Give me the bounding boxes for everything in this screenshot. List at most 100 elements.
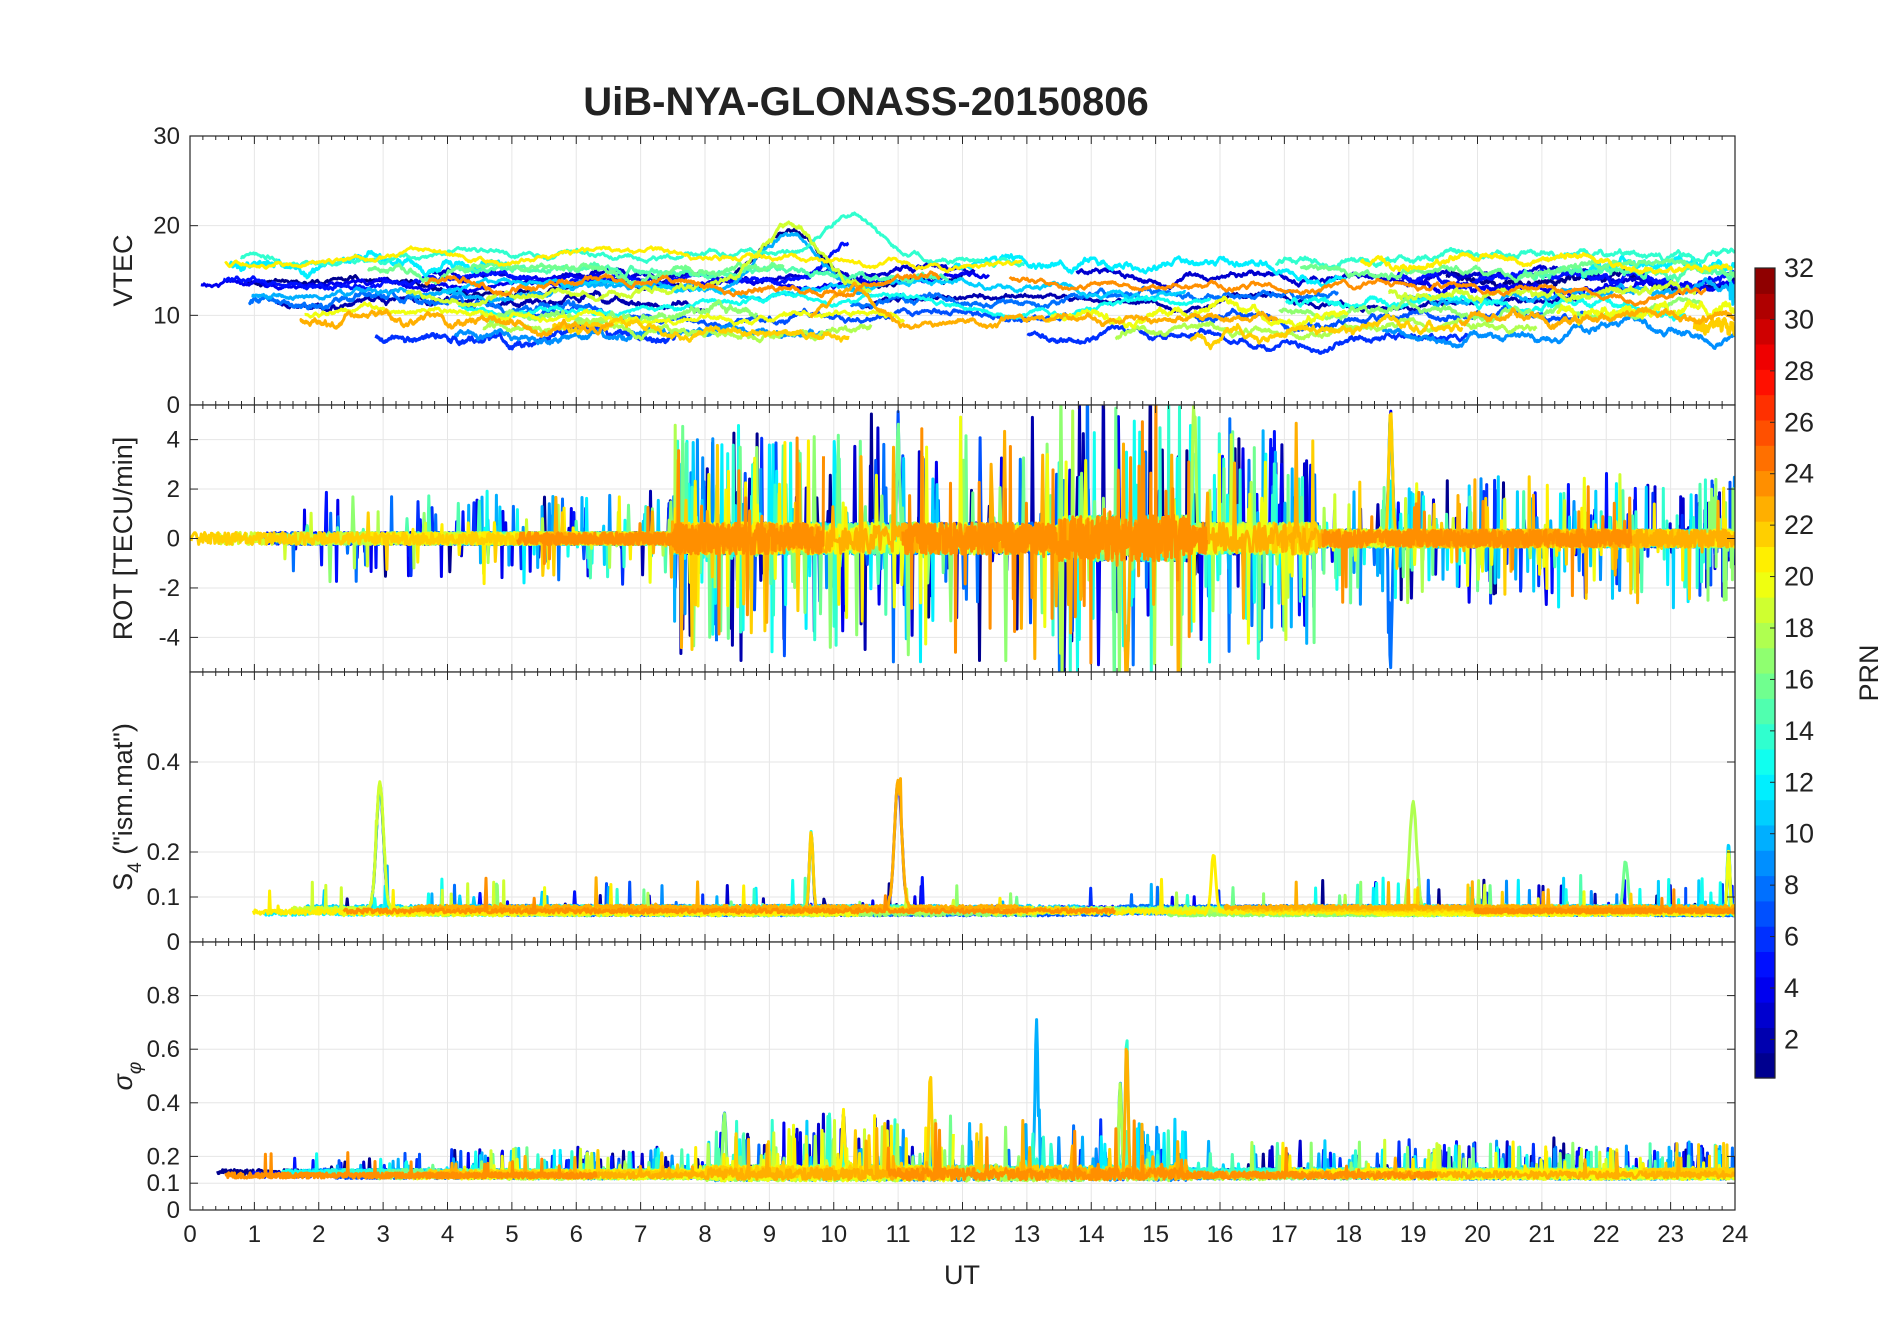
series-prn-23: [1223, 878, 1735, 912]
x-axis: 0 1 2 3 4 5 6 7 8 9 10 11 12 13 14 15 16 17 18 19 20 21 22 23 24: [183, 1221, 1748, 1248]
x-tick-label: 17: [1271, 1221, 1298, 1248]
y-tick-label: 10: [153, 302, 180, 329]
colorbar-segment: [1755, 1002, 1775, 1028]
x-tick-label: 10: [820, 1221, 847, 1248]
colorbar-segment: [1755, 799, 1775, 826]
x-tick-label: 12: [949, 1221, 976, 1248]
panel-rot: -4 -2 0 2 4 ROT [TECU/min]: [108, 404, 1736, 673]
series-prn-9: [1381, 312, 1735, 350]
colorbar-segment: [1755, 470, 1775, 497]
series-prn-24: [516, 436, 825, 636]
colorbar-segment: [1755, 875, 1775, 902]
x-tick-label: 20: [1464, 1221, 1491, 1248]
panel-vtec: 0 10 20 30 VTEC: [108, 123, 1736, 419]
colorbar-segment: [1755, 546, 1775, 573]
panel-s4-ticks: 0 0.1 0.2 0.4: [147, 672, 1736, 956]
series-prn-23: [1458, 306, 1735, 331]
series-prn-12: [952, 253, 1347, 289]
series-prn-11: [1728, 280, 1735, 306]
series-prn-23: [809, 281, 1279, 330]
ylabel-subscript: 4: [125, 862, 146, 873]
panel-vtec-ticks: 0 10 20 30: [153, 123, 1736, 419]
x-tick-label: 24: [1722, 1221, 1749, 1248]
chart-title: UiB-NYA-GLONASS-20150806: [583, 80, 1148, 124]
colorbar-segment: [1755, 951, 1775, 978]
series-prn-23: [299, 308, 615, 338]
colorbar-segment: [1755, 698, 1775, 725]
colorbar-segment: [1755, 900, 1775, 927]
y-tick-label: -2: [159, 575, 180, 602]
y-tick-label: 30: [153, 123, 180, 150]
colorbar-segment: [1755, 268, 1775, 294]
colorbar-segment: [1755, 521, 1775, 548]
x-axis-label: UT: [944, 1260, 980, 1290]
x-tick-label: 9: [763, 1221, 776, 1248]
colorbar-tick-label: 26: [1784, 407, 1814, 437]
colorbar-tick-label: 32: [1784, 253, 1814, 283]
colorbar-segment: [1755, 647, 1775, 674]
y-tick-label: 0: [167, 392, 180, 419]
panel-sigma_phi-series: [216, 1018, 1735, 1183]
colorbar-segment: [1755, 1027, 1775, 1054]
series-prn-10: [250, 231, 874, 304]
x-tick-label: 0: [183, 1221, 196, 1248]
panel-rot-ticks: -4 -2 0 2 4: [159, 405, 1736, 672]
colorbar-segment: [1755, 369, 1775, 396]
series-prn-22: [1189, 313, 1464, 351]
colorbar-segment: [1755, 824, 1775, 851]
y-tick-label: 0.4: [147, 749, 180, 776]
colorbar-segment: [1755, 622, 1775, 649]
x-tick-label: 19: [1400, 1221, 1427, 1248]
series-prn-21: [224, 245, 1023, 274]
colorbar-segment: [1755, 445, 1775, 472]
colorbar-tick-label: 30: [1784, 304, 1814, 334]
series-prn-24: [901, 405, 1208, 665]
x-tick-label: 3: [376, 1221, 389, 1248]
y-tick-label: 0.2: [147, 839, 180, 866]
series-prn-22: [1692, 316, 1735, 337]
x-tick-label: 13: [1014, 1221, 1041, 1248]
colorbar-segment: [1755, 926, 1775, 953]
x-tick-label: 8: [698, 1221, 711, 1248]
colorbar-tick-label: 16: [1784, 664, 1814, 694]
colorbar-tick-label: 10: [1784, 819, 1814, 849]
x-tick-label: 18: [1335, 1221, 1362, 1248]
colorbar-segment: [1755, 419, 1775, 446]
series-prn-15: [458, 261, 949, 284]
panel-sigma_phi: 00.10.2 0.4 0.6 0.8 σφ: [108, 941, 1736, 1224]
colorbar-tick-label: 12: [1784, 767, 1814, 797]
colorbar-segment: [1755, 1052, 1775, 1079]
colorbar-frame: [1754, 267, 1776, 1079]
colorbar-tick-label: 18: [1784, 613, 1814, 643]
colorbar-tick-label: 20: [1784, 562, 1814, 592]
series-prn-16: [1299, 258, 1735, 284]
series-prn-18: [482, 316, 873, 344]
x-tick-label: 15: [1142, 1221, 1169, 1248]
ylabel-rest: ("ism.mat"): [108, 723, 138, 862]
y-tick-label: 4: [167, 427, 180, 454]
panel-sigma_phi-ylabel: σφ: [108, 1062, 146, 1091]
colorbar-tick-label: 4: [1784, 973, 1799, 1003]
colorbar-tick-label: 24: [1784, 459, 1814, 489]
colorbar-segment: [1755, 318, 1775, 345]
panel-vtec-ylabel: VTEC: [108, 234, 138, 306]
panel-s4-series: [251, 777, 1735, 918]
panel-vtec-series: [200, 211, 1735, 355]
y-tick-label: 0.1: [147, 884, 180, 911]
colorbar-segment: [1755, 394, 1775, 421]
series-prn-14: [1274, 246, 1735, 271]
colorbar-tick-label: 2: [1784, 1024, 1799, 1054]
series-prn-11: [441, 276, 1187, 304]
colorbar-segment: [1755, 597, 1775, 623]
y-tick-label: 0.8: [147, 983, 180, 1010]
x-tick-label: 14: [1078, 1221, 1105, 1248]
colorbar-tick-label: 6: [1784, 922, 1799, 952]
series-prn-24: [423, 270, 942, 299]
series-prn-24: [342, 876, 1117, 915]
colorbar-segment: [1755, 748, 1775, 775]
colorbar-segment: [1755, 976, 1775, 1003]
y-tick-label: 0.6: [147, 1036, 180, 1063]
x-tick-label: 21: [1529, 1221, 1556, 1248]
